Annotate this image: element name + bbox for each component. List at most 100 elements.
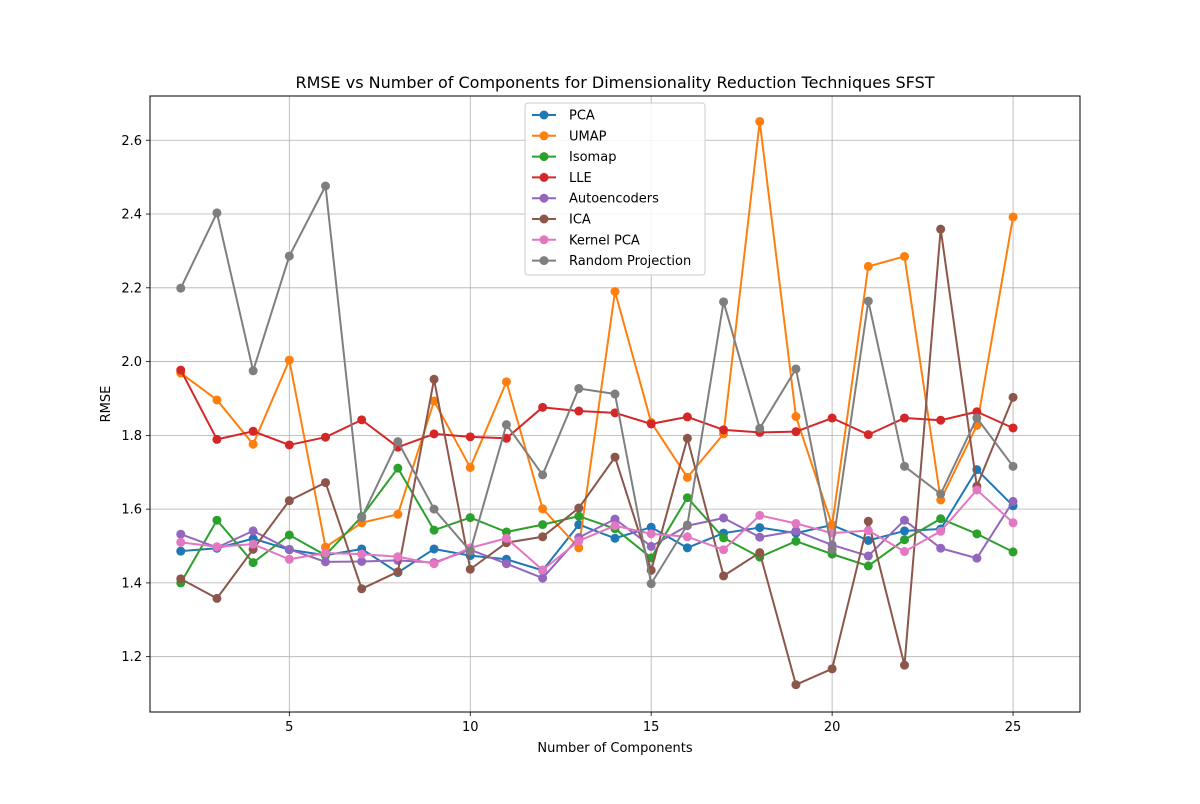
y-tick-label: 1.6	[121, 503, 142, 518]
data-point-random-projection	[429, 504, 439, 514]
data-point-random-projection	[176, 283, 186, 293]
series-line-kernel-pca	[180, 488, 1014, 571]
data-point-isomap	[393, 463, 403, 473]
data-point-random-projection	[357, 513, 367, 523]
plot-frame	[149, 95, 1081, 713]
data-point-autoencoders	[501, 559, 511, 569]
data-point-isomap	[429, 525, 439, 535]
data-point-lle	[863, 430, 873, 440]
data-point-ica	[899, 660, 909, 670]
data-point-autoencoders	[176, 529, 186, 539]
data-point-umap	[429, 396, 439, 406]
x-tick-label: 10	[462, 720, 479, 735]
data-point-ica	[791, 680, 801, 690]
data-point-pca	[899, 526, 909, 536]
legend: PCA UMAP Isomap LLE Autoencoders ICA Kernel PC…	[524, 102, 706, 276]
data-point-lle	[357, 415, 367, 425]
data-point-ica	[465, 564, 475, 574]
data-point-pca	[429, 544, 439, 554]
data-point-lle	[248, 426, 258, 436]
data-point-kernel-pca	[393, 552, 403, 562]
data-point-autoencoders	[791, 526, 801, 536]
data-point-lle	[429, 429, 439, 439]
series-lle	[176, 365, 1018, 452]
data-point-kernel-pca	[212, 542, 222, 552]
data-point-kernel-pca	[610, 521, 620, 531]
data-point-kernel-pca	[574, 536, 584, 546]
data-point-kernel-pca	[284, 554, 294, 564]
data-point-isomap	[791, 536, 801, 546]
data-point-umap	[248, 439, 258, 449]
data-point-random-projection	[972, 413, 982, 423]
data-point-autoencoders	[755, 532, 765, 542]
series-line-random-projection	[179, 185, 1014, 585]
legend-item-kernel-pca: Kernel PCA	[532, 233, 640, 248]
data-point-random-projection	[791, 364, 801, 374]
legend-item-pca: PCA	[532, 109, 595, 124]
data-point-lle	[646, 419, 656, 429]
data-point-kernel-pca	[972, 485, 982, 495]
series-random-projection	[176, 181, 1018, 589]
data-point-lle	[1008, 423, 1018, 433]
legend-swatch-marker	[539, 110, 549, 120]
data-point-random-projection	[682, 520, 692, 530]
data-point-random-projection	[284, 251, 294, 261]
data-point-lle	[899, 413, 909, 423]
data-point-isomap	[682, 493, 692, 503]
data-point-autoencoders	[321, 557, 331, 567]
data-point-isomap	[936, 514, 946, 524]
series-ica	[176, 224, 1018, 690]
axis-ticks: 5 10 15 20 25 1.2 1.4 1.6 1.8 2.0 2.2 2.4 2.6	[121, 134, 1021, 735]
legend-item-autoencoders: Autoencoders	[532, 192, 659, 207]
y-axis-label: RMSE	[99, 386, 114, 423]
y-tick-label: 1.2	[121, 650, 142, 665]
data-point-lle	[284, 440, 294, 450]
data-point-kernel-pca	[936, 526, 946, 536]
y-tick-label: 1.8	[121, 429, 142, 444]
data-point-kernel-pca	[501, 533, 511, 543]
data-point-kernel-pca	[538, 565, 548, 575]
data-point-pca	[646, 522, 656, 532]
data-point-autoencoders	[936, 543, 946, 553]
data-point-random-projection	[1008, 461, 1018, 471]
data-point-random-projection	[899, 461, 909, 471]
series-kernel-pca	[176, 485, 1018, 575]
data-point-random-projection	[538, 470, 548, 480]
legend-swatch-marker	[539, 193, 549, 203]
y-tick-label: 2.2	[121, 281, 142, 296]
series-line-autoencoders	[180, 500, 1014, 580]
x-tick-label: 25	[1005, 720, 1022, 735]
x-tick-label: 15	[643, 720, 660, 735]
data-point-lle	[321, 432, 331, 442]
data-point-isomap	[284, 530, 294, 540]
data-point-kernel-pca	[863, 526, 873, 536]
data-point-lle	[176, 365, 186, 375]
data-point-autoencoders	[899, 515, 909, 525]
data-point-lle	[538, 402, 548, 412]
data-point-autoencoders	[284, 544, 294, 554]
data-point-isomap	[465, 513, 475, 523]
data-point-autoencoders	[248, 526, 258, 536]
data-point-kernel-pca	[429, 559, 439, 569]
data-point-kernel-pca	[321, 548, 331, 558]
data-point-random-projection	[755, 423, 765, 433]
legend-swatch-marker	[539, 214, 549, 224]
data-point-pca	[682, 543, 692, 553]
legend-label: Isomap	[569, 150, 616, 165]
series-autoencoders	[176, 496, 1018, 583]
data-point-ica	[682, 433, 692, 443]
data-point-random-projection	[393, 437, 403, 447]
y-tick-label: 1.4	[121, 576, 142, 591]
legend-label: Autoencoders	[569, 192, 659, 207]
legend-swatch-marker	[539, 131, 549, 141]
y-tick-label: 2.4	[121, 208, 142, 223]
data-point-random-projection	[212, 208, 222, 218]
data-point-ica	[393, 567, 403, 577]
legend-swatch-marker	[539, 172, 549, 182]
data-point-random-projection	[465, 546, 475, 556]
x-axis-label: Number of Components	[537, 741, 692, 756]
data-point-kernel-pca	[1008, 518, 1018, 528]
data-point-random-projection	[646, 579, 656, 589]
data-point-kernel-pca	[899, 547, 909, 557]
